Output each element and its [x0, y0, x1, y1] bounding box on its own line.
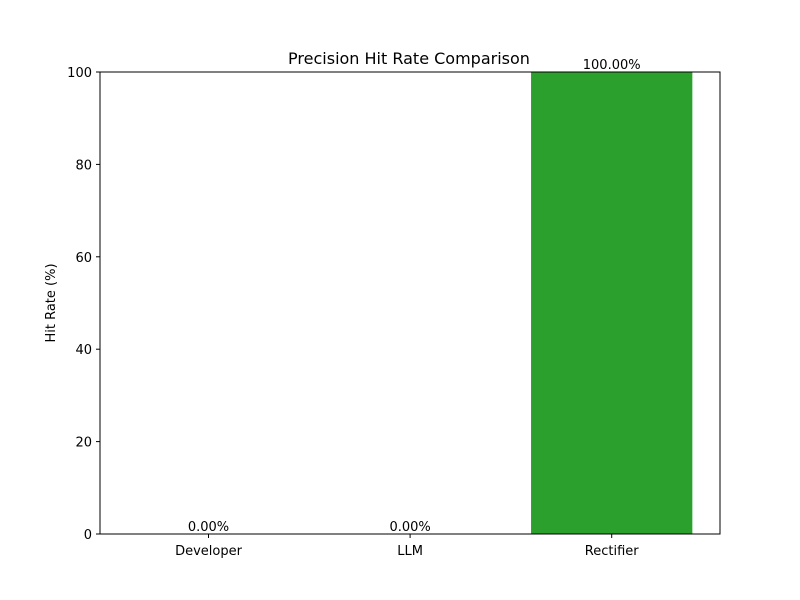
y-tick-label-100: 100 [67, 66, 92, 81]
y-tick-label-80: 80 [75, 158, 92, 173]
y-tick-label-40: 40 [75, 343, 92, 358]
y-tick-label-60: 60 [75, 251, 92, 266]
y-axis: 0 20 40 60 80 100 [67, 66, 100, 543]
data-labels-group: 0.00% 0.00% 100.00% [188, 58, 641, 535]
y-axis-label: Hit Rate (%) [44, 263, 59, 342]
x-tick-label-llm: LLM [397, 544, 423, 559]
x-axis: Developer LLM Rectifier [175, 534, 639, 559]
x-tick-label-developer: Developer [175, 544, 243, 559]
bar-rectifier [531, 72, 693, 534]
y-tick-label-0: 0 [84, 528, 92, 543]
data-label-developer: 0.00% [188, 520, 229, 535]
y-tick-label-20: 20 [75, 436, 92, 451]
data-label-llm: 0.00% [389, 520, 430, 535]
chart-title: Precision Hit Rate Comparison [288, 49, 530, 68]
x-tick-label-rectifier: Rectifier [585, 544, 639, 559]
bars-group [531, 72, 693, 534]
data-label-rectifier: 100.00% [583, 58, 641, 73]
